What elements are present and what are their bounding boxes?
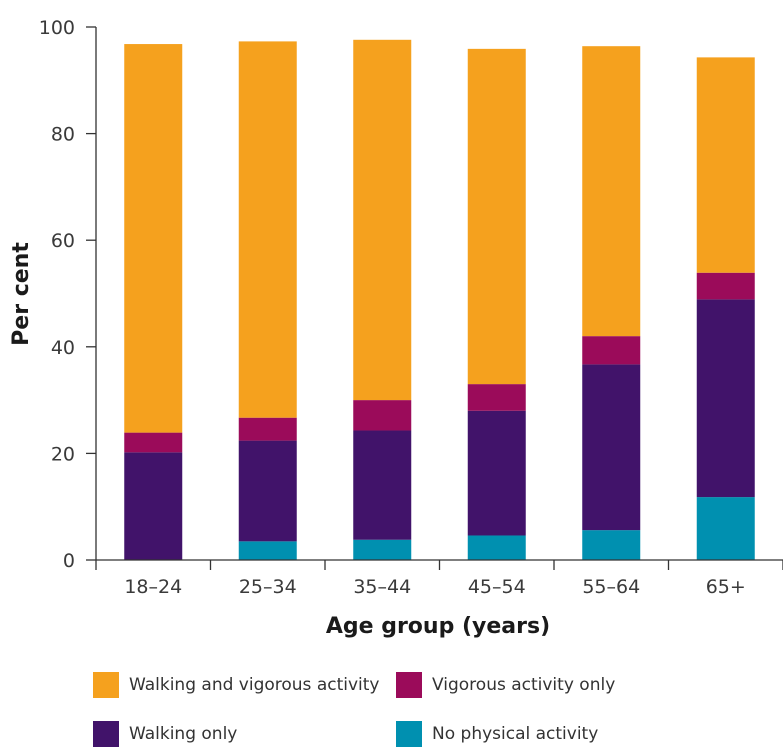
legend-item-walking-only: Walking only xyxy=(93,721,237,747)
x-axis-title: Age group (years) xyxy=(326,614,550,639)
legend-label: Vigorous activity only xyxy=(432,675,616,695)
bar-segment-no-physical-activity xyxy=(353,539,412,560)
bar-segment-walking-only xyxy=(238,440,297,542)
y-tick-label: 40 xyxy=(51,337,75,359)
x-tick-label: 45–54 xyxy=(468,576,526,598)
bar-segment-walking-and-vigorous-activity xyxy=(467,48,526,385)
bar-segment-no-physical-activity xyxy=(238,541,297,560)
y-axis-title: Per cent xyxy=(9,242,34,346)
bar-segment-walking-only xyxy=(582,364,641,531)
legend-item-vigorous-only: Vigorous activity only xyxy=(396,672,615,698)
legend-item-no-physical-activity: No physical activity xyxy=(396,721,598,747)
bars-group xyxy=(124,39,755,560)
bar-segment-walking-and-vigorous-activity xyxy=(238,41,297,418)
bar-segment-vigorous-activity-only xyxy=(467,384,526,411)
legend-label: Walking and vigorous activity xyxy=(129,675,380,695)
bar-segment-walking-and-vigorous-activity xyxy=(696,57,755,273)
y-tick-label: 0 xyxy=(63,550,75,572)
x-tick-label: 25–34 xyxy=(239,576,297,598)
bar-segment-vigorous-activity-only xyxy=(582,336,641,365)
y-tick-label: 20 xyxy=(51,443,75,465)
bar-segment-walking-and-vigorous-activity xyxy=(353,39,412,401)
bar-segment-walking-only xyxy=(467,410,526,536)
bar-segment-walking-and-vigorous-activity xyxy=(582,46,641,337)
bar-segment-no-physical-activity xyxy=(582,530,641,560)
legend-swatch xyxy=(396,721,422,747)
y-tick-label: 80 xyxy=(51,124,75,146)
bar-segment-vigorous-activity-only xyxy=(124,432,183,453)
x-tick-label: 55–64 xyxy=(582,576,640,598)
y-tick-label: 100 xyxy=(39,17,75,39)
stacked-bar-chart: 0 20 40 60 80 100 18–24 25–34 35–44 45–54 55–64 65+… xyxy=(9,17,783,639)
bar-segment-vigorous-activity-only xyxy=(238,417,297,441)
legend-swatch xyxy=(93,672,119,698)
legend-label: No physical activity xyxy=(432,724,599,744)
legend-item-walking-and-vigorous: Walking and vigorous activity xyxy=(93,672,379,698)
y-tick-label: 60 xyxy=(51,230,75,252)
bar-segment-walking-only xyxy=(124,452,183,560)
axes-group: 0 20 40 60 80 100 18–24 25–34 35–44 45–54 55–64 65+ xyxy=(39,17,783,598)
x-tick-label: 35–44 xyxy=(353,576,411,598)
bar-segment-no-physical-activity xyxy=(467,535,526,560)
bar-segment-walking-only xyxy=(696,299,755,498)
x-tick-label: 65+ xyxy=(706,576,746,598)
legend-swatch xyxy=(93,721,119,747)
bar-segment-walking-only xyxy=(353,430,412,540)
x-tick-label: 18–24 xyxy=(124,576,182,598)
legend-label: Walking only xyxy=(129,724,238,744)
legend-swatch xyxy=(396,672,422,698)
bar-segment-no-physical-activity xyxy=(696,497,755,560)
bar-segment-vigorous-activity-only xyxy=(353,400,412,431)
bar-segment-vigorous-activity-only xyxy=(696,272,755,300)
bar-segment-walking-and-vigorous-activity xyxy=(124,44,183,433)
